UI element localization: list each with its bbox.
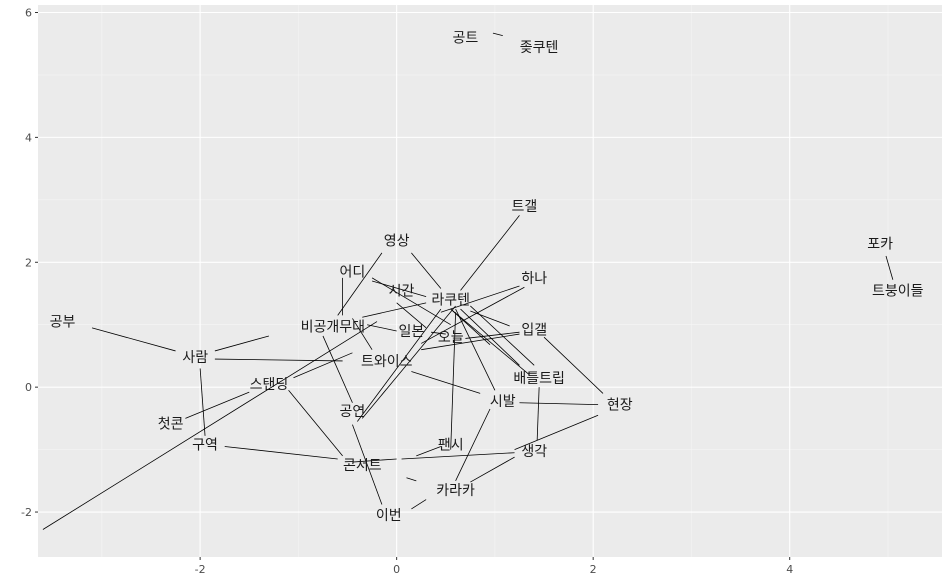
plot-panel	[38, 5, 942, 557]
edge-line	[214, 358, 343, 362]
edge-line	[411, 499, 427, 510]
node-label-karaka: 카라카	[436, 483, 475, 499]
node-label-hana: 하나	[521, 271, 547, 287]
edge-line	[416, 446, 442, 457]
edge-line	[470, 305, 535, 366]
y-tick-label: -2	[21, 506, 32, 519]
node-label-gongyeon: 공연	[340, 404, 366, 420]
node-label-poka: 포카	[867, 237, 893, 253]
node-label-saenggak: 생각	[521, 444, 547, 460]
edge-line	[361, 305, 456, 419]
edge-line	[362, 302, 427, 318]
node-label-standing: 스탠딩	[250, 377, 289, 393]
node-label-guyeok: 구역	[192, 438, 218, 454]
node-label-sibal: 시발	[490, 394, 516, 410]
edge-line	[367, 324, 397, 332]
edge-line	[421, 333, 520, 351]
node-label-bigong: 비공개무대	[301, 320, 365, 336]
node-label-ipgael: 입갤	[521, 323, 547, 339]
node-label-sigan: 시간	[389, 283, 415, 299]
edge-line	[91, 327, 176, 352]
edge-line	[421, 286, 525, 344]
edge-line	[514, 414, 599, 450]
x-tick-label: 4	[786, 563, 793, 576]
edge-line	[214, 335, 270, 352]
node-label-ilbon: 일본	[399, 324, 425, 340]
edge-line	[396, 302, 427, 329]
edge-line	[357, 308, 442, 422]
edge-line	[199, 368, 206, 436]
node-label-eodi: 어디	[340, 265, 366, 281]
node-label-gongteu: 공트	[453, 30, 479, 46]
node-label-twice: 트와이스	[361, 354, 413, 370]
major-gridlines	[38, 5, 942, 557]
x-axis-ticks: -2 0 2 4	[195, 557, 793, 576]
edge-line	[352, 458, 397, 463]
node-label-cheotpan: 첫콘	[158, 416, 184, 432]
edge-line	[450, 308, 530, 375]
edge-line	[440, 285, 520, 313]
edge-line	[470, 456, 515, 483]
y-tick-label: 0	[25, 381, 32, 394]
edge-line	[470, 310, 510, 327]
node-label-concert: 콘서트	[343, 458, 382, 474]
edge-line	[536, 387, 540, 441]
node-label-rakuten: 라쿠텐	[431, 293, 470, 309]
x-tick-label: 0	[393, 563, 400, 576]
node-label-ibeon: 이번	[376, 508, 402, 524]
edge-line	[543, 336, 604, 394]
edge-line	[371, 280, 427, 297]
node-label-teubuni: 트붕이들	[872, 283, 924, 299]
node-label-battle: 배틀트립	[513, 371, 565, 387]
edge-line	[465, 331, 520, 339]
node-label-gongbu: 공부	[50, 315, 76, 331]
edge-line	[322, 335, 353, 403]
x-tick-label: -2	[195, 563, 206, 576]
y-tick-label: 2	[25, 256, 32, 269]
y-axis-ticks: -2 0 2 4 6	[21, 6, 38, 519]
node-label-yeongsang: 영상	[384, 233, 410, 249]
edge-line	[460, 215, 520, 291]
edge-line	[42, 321, 378, 530]
x-tick-label: 2	[590, 563, 597, 576]
node-label-jotkuten: 좆쿠텐	[520, 40, 559, 56]
edge-line	[371, 277, 451, 326]
y-tick-label: 4	[25, 131, 32, 144]
edge-line	[411, 371, 481, 394]
edge-line	[406, 477, 417, 482]
y-tick-label: 6	[25, 6, 32, 19]
edge-lines	[42, 32, 894, 530]
edge-line	[455, 408, 491, 481]
edge-line	[185, 391, 250, 419]
edge-line	[885, 255, 894, 280]
edge-line	[352, 318, 373, 350]
edge-line	[224, 446, 338, 460]
node-label-hyeonjang: 현장	[607, 398, 633, 414]
edge-line	[450, 312, 457, 450]
edge-line	[411, 252, 442, 289]
edge-line	[430, 331, 446, 335]
edge-line	[492, 32, 503, 36]
edge-line	[519, 402, 599, 406]
node-label-teugael: 트갤	[512, 199, 538, 215]
node-label-oneul: 오늘	[438, 330, 464, 346]
edge-line	[455, 308, 496, 391]
edge-line	[401, 452, 515, 460]
edge-line	[352, 424, 383, 505]
edge-line	[288, 390, 343, 457]
node-label-saram: 사람	[182, 350, 208, 366]
edge-line	[293, 352, 353, 379]
node-label-fansi: 팬시	[438, 438, 464, 454]
edge-line	[337, 252, 383, 316]
edge-line	[460, 308, 520, 366]
